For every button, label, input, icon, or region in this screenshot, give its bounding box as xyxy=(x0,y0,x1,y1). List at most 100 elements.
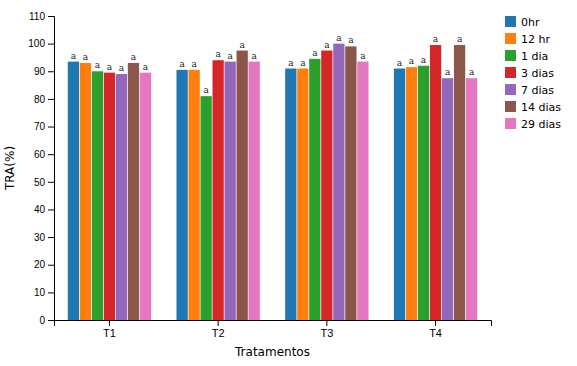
chart: aaaaaaaaaaaaaaaaaaaaaaaaaaaaT1T2T3T40102… xyxy=(0,0,577,366)
bar xyxy=(128,63,139,320)
bar xyxy=(140,73,151,320)
x-axis: T1 T2 T3 T4 xyxy=(55,320,492,339)
legend-label: 29 dias xyxy=(521,118,561,131)
bar xyxy=(454,45,465,320)
bar xyxy=(92,71,103,320)
annotation: a xyxy=(288,58,294,68)
tick-mark xyxy=(48,154,54,155)
annotation: a xyxy=(421,55,427,65)
legend-swatch xyxy=(505,50,516,61)
legend-swatch xyxy=(505,33,516,44)
axis-line xyxy=(48,17,55,321)
annotation: a xyxy=(445,67,451,77)
bar xyxy=(297,69,308,320)
tick-mark xyxy=(48,182,54,183)
tick-label: 20 xyxy=(34,259,46,270)
legend-item: 12 hr xyxy=(505,33,550,46)
bar xyxy=(345,46,356,320)
annotation: a xyxy=(312,48,318,58)
legend-item: 7 dias xyxy=(505,84,554,97)
tick-mark xyxy=(48,16,54,17)
annotation: a xyxy=(203,85,209,95)
x-axis-title: Tratamentos xyxy=(234,345,310,359)
tick-label: 50 xyxy=(34,177,46,188)
legend-item: 29 dias xyxy=(505,118,561,131)
annotation: a xyxy=(457,34,463,44)
bar xyxy=(68,62,79,320)
y-tick: 100 xyxy=(28,38,54,49)
tick-label: T4 xyxy=(429,327,442,339)
bar xyxy=(394,69,405,320)
bar xyxy=(225,62,236,320)
legend-item: 0hr xyxy=(505,16,540,29)
y-tick: 110 xyxy=(29,11,54,22)
bar xyxy=(249,62,260,320)
annotation: a xyxy=(239,40,245,50)
tick-label: T2 xyxy=(212,327,225,339)
tick-mark xyxy=(48,265,54,266)
x-tick: T1 xyxy=(103,320,116,339)
tick-mark xyxy=(326,320,327,326)
bar xyxy=(357,62,368,320)
y-axis: 0102030405060708090100110 xyxy=(28,11,54,326)
legend-item: 14 dias xyxy=(505,101,561,114)
y-tick: 20 xyxy=(34,259,54,270)
annotation: a xyxy=(119,63,125,73)
bar xyxy=(321,51,332,320)
y-tick: 90 xyxy=(34,66,54,77)
legend-label: 7 dias xyxy=(521,84,554,97)
legend-label: 0hr xyxy=(521,16,540,29)
bar-series xyxy=(104,45,441,320)
annotation: a xyxy=(409,56,415,66)
bar xyxy=(442,78,453,320)
tick-label: 100 xyxy=(28,38,45,49)
bar xyxy=(406,67,417,320)
annotation: a xyxy=(433,34,439,44)
bar xyxy=(200,96,211,320)
annotation: a xyxy=(324,40,330,50)
y-tick: 70 xyxy=(34,121,54,132)
legend-label: 12 hr xyxy=(521,33,550,46)
x-tick: T2 xyxy=(212,320,225,339)
tick-label: 110 xyxy=(29,11,45,22)
plot: aaaaaaaaaaaaaaaaaaaaaaaaaaaaT1T2T3T40102… xyxy=(28,11,491,339)
y-tick: 60 xyxy=(34,149,54,160)
bar xyxy=(237,51,248,320)
legend-swatch xyxy=(505,16,516,27)
annotation: a xyxy=(348,35,354,45)
tick-mark xyxy=(48,320,54,321)
tick-label: 10 xyxy=(34,287,46,298)
bar-series xyxy=(140,62,477,320)
tick-mark xyxy=(48,237,54,238)
y-axis-title: TRA(%) xyxy=(3,146,17,191)
y-tick: 50 xyxy=(34,177,54,188)
tick-mark xyxy=(48,44,54,45)
annotation: a xyxy=(95,60,101,70)
annotation: a xyxy=(336,33,342,43)
annotation: a xyxy=(300,58,306,68)
x-tick: T4 xyxy=(429,320,442,339)
tick-mark xyxy=(48,71,54,72)
tick-mark xyxy=(48,209,54,210)
annotation: a xyxy=(191,59,197,69)
legend-item: 1 dia xyxy=(505,50,548,63)
legend-item: 3 dias xyxy=(505,67,554,80)
legend-swatch xyxy=(505,101,516,112)
tick-label: 30 xyxy=(34,232,46,243)
tick-label: T3 xyxy=(320,327,333,339)
tick-label: 0 xyxy=(39,315,45,326)
legend-label: 1 dia xyxy=(521,50,548,63)
y-tick: 30 xyxy=(34,232,54,243)
axis-line xyxy=(55,321,492,327)
annotation: a xyxy=(179,59,185,69)
y-tick: 80 xyxy=(34,94,54,105)
bar-series xyxy=(128,45,465,320)
legend: 0hr 12 hr 1 dia 3 dias 7 dias 14 dias 29 dias xyxy=(505,16,561,131)
bar-series xyxy=(92,59,429,320)
bar xyxy=(80,63,91,320)
annotation: a xyxy=(360,51,366,61)
legend-swatch xyxy=(505,84,516,95)
tick-label: 70 xyxy=(34,121,46,132)
annotation: a xyxy=(215,49,221,59)
legend-label: 3 dias xyxy=(521,67,554,80)
